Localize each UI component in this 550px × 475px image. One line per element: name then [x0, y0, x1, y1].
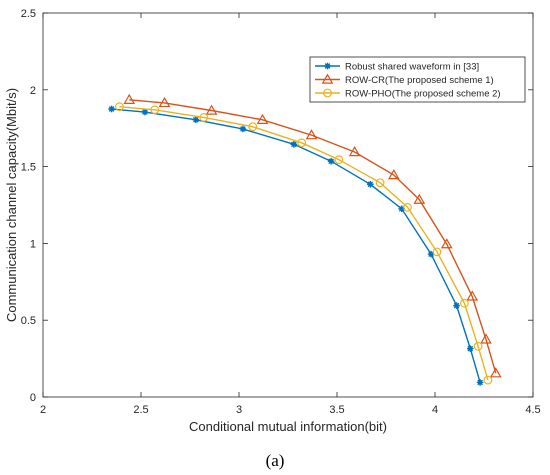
- data-point: [205, 104, 218, 115]
- y-axis-title: Communication channel capacity(Mbit/s): [4, 88, 19, 322]
- series-1: [108, 105, 484, 386]
- data-point: [473, 341, 483, 351]
- data-point: [327, 157, 335, 165]
- data-point: [248, 122, 258, 132]
- y-tick-label: 2.5: [21, 8, 36, 20]
- x-tick-label: 4: [432, 404, 438, 416]
- data-point: [489, 367, 502, 378]
- x-tick-label: 3: [236, 404, 242, 416]
- x-axis-title: Conditional mutual information(bit): [189, 419, 387, 434]
- data-point: [192, 116, 200, 124]
- legend-label: ROW-CR(The proposed scheme 1): [345, 75, 494, 86]
- data-point: [141, 108, 149, 116]
- data-point: [466, 345, 474, 352]
- legend-entry: ROW-PHO(The proposed scheme 2): [315, 89, 501, 100]
- data-point: [367, 180, 374, 188]
- legend-label: ROW-PHO(The proposed scheme 2): [345, 89, 501, 100]
- data-point: [432, 247, 442, 257]
- series-line: [119, 106, 489, 381]
- legend-entry: Robust shared waveform in [33]: [315, 62, 479, 73]
- series-layer: [108, 93, 502, 386]
- data-point: [123, 93, 136, 104]
- series-line: [129, 99, 497, 374]
- data-point: [483, 375, 493, 385]
- data-point: [375, 178, 385, 188]
- data-point: [239, 125, 247, 133]
- data-point: [476, 379, 484, 386]
- data-point: [150, 105, 160, 115]
- data-point: [334, 155, 344, 165]
- x-tick-label: 2: [40, 404, 46, 416]
- x-tick-label: 2.5: [133, 404, 148, 416]
- data-point: [324, 62, 331, 70]
- data-point: [290, 141, 298, 148]
- legend-label: Robust shared waveform in [33]: [345, 62, 479, 73]
- y-tick-label: 2: [30, 85, 36, 97]
- series-3: [115, 102, 493, 385]
- data-point: [403, 202, 412, 212]
- figure-caption: (a): [266, 451, 285, 470]
- data-point: [323, 88, 332, 98]
- series-2: [123, 93, 502, 378]
- data-point: [413, 193, 426, 204]
- data-point: [321, 73, 334, 84]
- legend-entry: ROW-CR(The proposed scheme 1): [315, 73, 494, 86]
- y-tick-label: 1.5: [21, 162, 36, 174]
- y-tick-label: 0: [30, 392, 36, 404]
- data-point: [480, 333, 492, 344]
- data-point: [108, 105, 115, 113]
- data-point: [305, 129, 318, 140]
- x-tick-label: 3.5: [329, 404, 344, 416]
- legend-box: [309, 56, 526, 103]
- data-point: [460, 298, 469, 308]
- series-line: [111, 108, 481, 383]
- data-point: [453, 302, 460, 309]
- data-point: [158, 96, 171, 108]
- x-tick-label: 4.5: [525, 404, 540, 416]
- data-point: [388, 169, 400, 180]
- data-point: [348, 145, 361, 157]
- data-point: [440, 238, 453, 249]
- data-point: [199, 113, 209, 122]
- legend: Robust shared waveform in [33] ROW-CR(The…: [309, 56, 526, 103]
- y-tick-label: 1: [30, 238, 36, 250]
- data-point: [115, 102, 124, 112]
- data-point: [466, 290, 479, 301]
- data-point: [297, 138, 307, 148]
- y-tick-label: 0.5: [21, 315, 36, 327]
- data-point: [256, 113, 269, 124]
